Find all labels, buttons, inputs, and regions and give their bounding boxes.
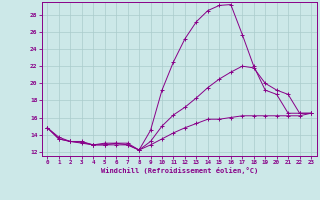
X-axis label: Windchill (Refroidissement éolien,°C): Windchill (Refroidissement éolien,°C)	[100, 167, 258, 174]
